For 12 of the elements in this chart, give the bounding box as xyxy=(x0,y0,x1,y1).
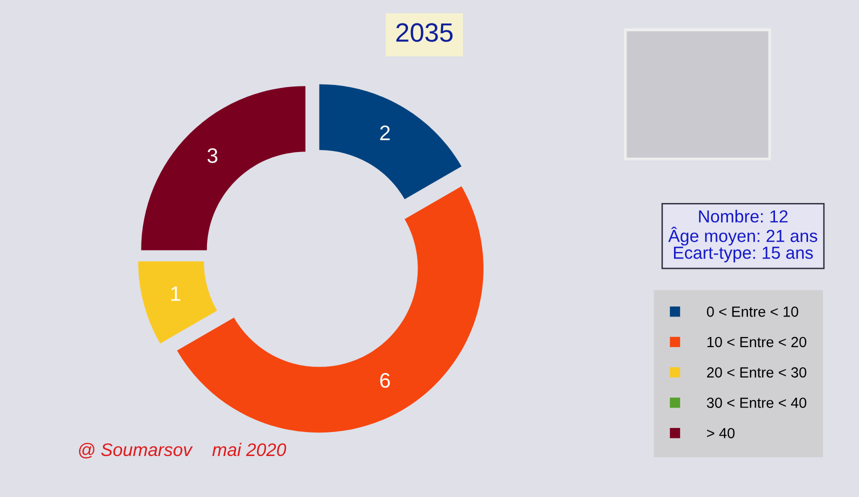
data-label: 3 xyxy=(208,148,218,164)
legend-label: 20 < Entre < 30 xyxy=(707,367,806,378)
data-label: 6 xyxy=(380,373,390,388)
data-label: 2 xyxy=(380,126,390,140)
legend-label: 30 < Entre < 40 xyxy=(706,398,806,408)
chart-title: 2035 xyxy=(396,23,453,42)
legend-label: 10 < Entre < 20 xyxy=(707,336,806,348)
text: @ Soumarsov mai 2020 xyxy=(79,442,286,458)
text: Nombre: 12 Âge moyen: 21 ans Ecart-type: 15 ans xyxy=(668,210,818,262)
data-label: 1 xyxy=(171,286,180,301)
legend-label: > 40 xyxy=(707,428,735,438)
legend-label: 0 < Entre < 10 xyxy=(706,306,798,317)
